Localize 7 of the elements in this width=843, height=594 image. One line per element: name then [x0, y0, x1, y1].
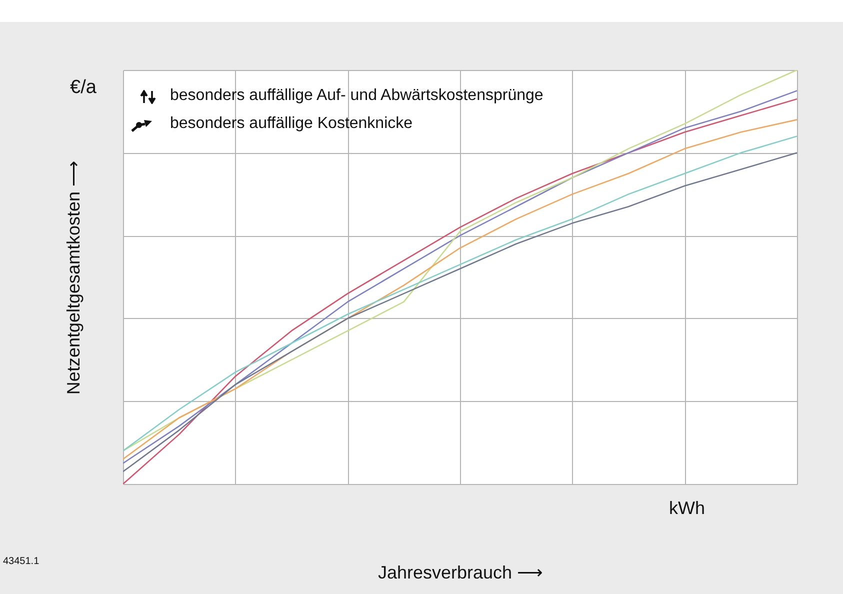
text: €/a [70, 77, 96, 99]
text: kWh [669, 498, 705, 519]
text: 43451.1 [3, 556, 40, 567]
y-axis-title: Netzentgeltgesamtkosten ⟶ [64, 160, 84, 395]
annotation: besonders auffällige Kostenknicke [170, 115, 413, 132]
annotation: besonders auffällige Auf- und Abwärtskostensprünge [170, 87, 544, 104]
x-axis-title: Jahresverbrauch ⟶ [378, 562, 544, 582]
